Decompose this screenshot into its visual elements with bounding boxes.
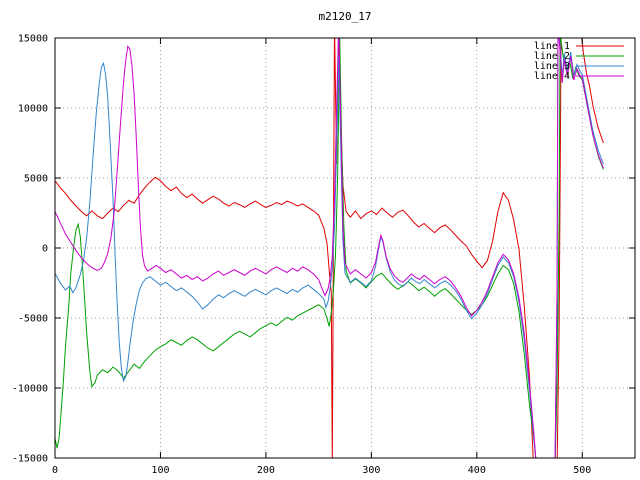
series-line-1 <box>55 38 604 458</box>
y-tick-label: -10000 <box>12 384 48 395</box>
legend-label: line 3 <box>534 61 570 72</box>
x-tick-label: 0 <box>52 465 58 476</box>
y-tick-label: 10000 <box>18 104 48 115</box>
y-tick-label: 0 <box>42 244 48 255</box>
series-line-2 <box>55 38 604 458</box>
y-tick-label: 15000 <box>18 34 48 45</box>
legend-label: line 2 <box>534 51 570 62</box>
series-line-4 <box>55 38 604 458</box>
x-tick-label: 400 <box>468 465 486 476</box>
legend-label: line 4 <box>534 71 570 82</box>
chart-title: m2120_17 <box>318 10 372 23</box>
y-tick-label: 5000 <box>24 174 48 185</box>
x-tick-label: 300 <box>362 465 380 476</box>
y-tick-label: -15000 <box>12 454 48 465</box>
y-tick-label: -5000 <box>18 314 48 325</box>
x-tick-label: 100 <box>151 465 169 476</box>
legend-label: line 1 <box>534 41 570 52</box>
series-line-3 <box>55 38 604 458</box>
x-tick-label: 500 <box>573 465 591 476</box>
x-tick-label: 200 <box>257 465 275 476</box>
